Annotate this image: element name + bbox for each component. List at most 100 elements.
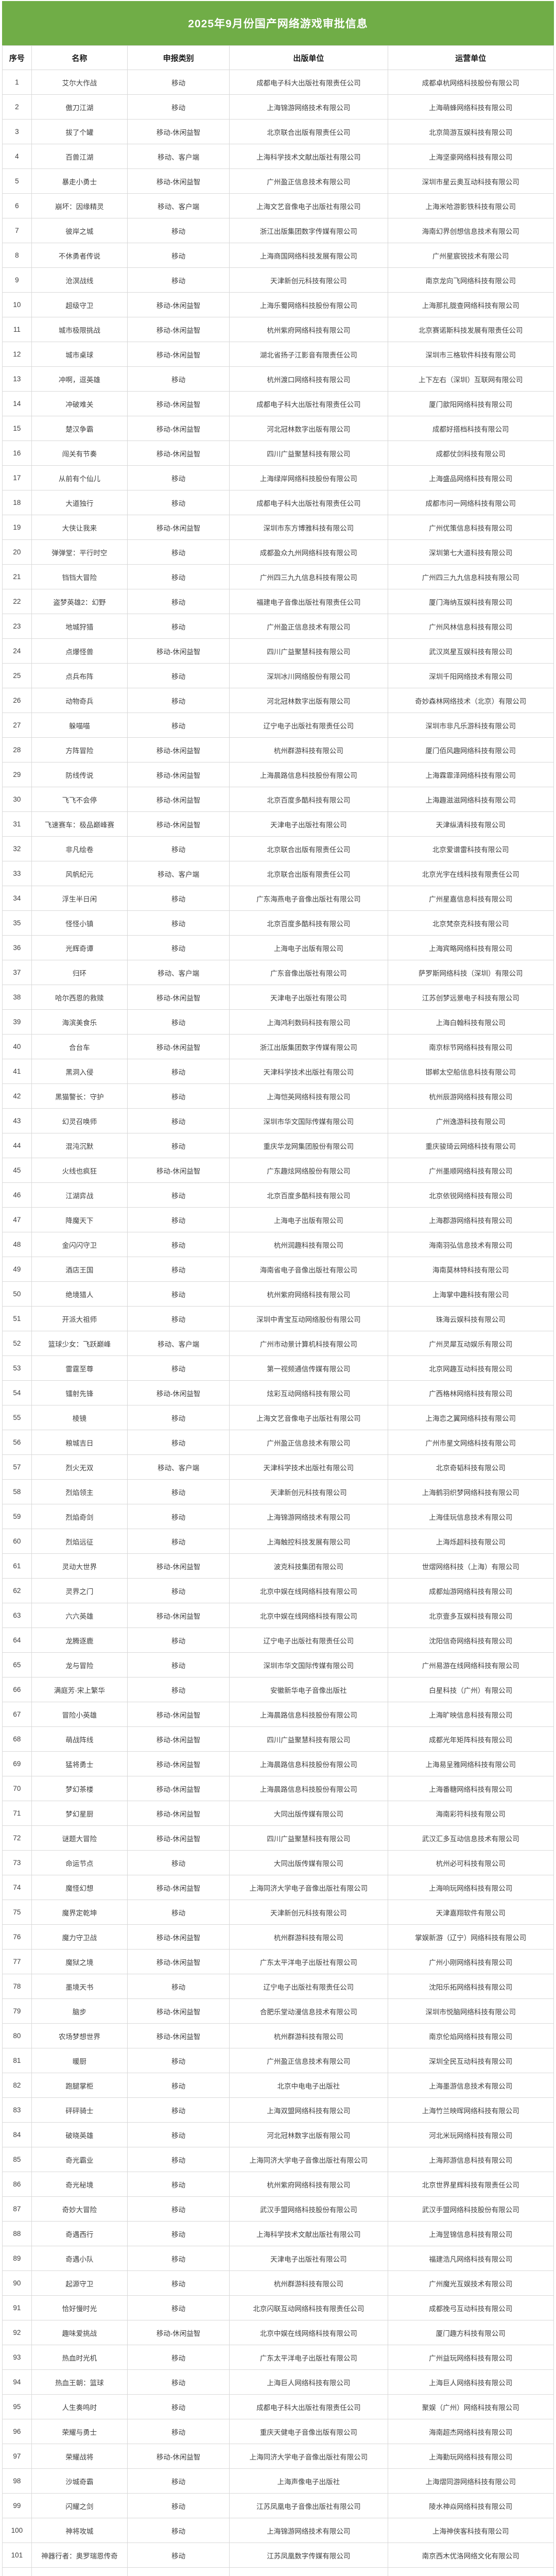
cell-index: 75 [2, 1900, 32, 1925]
table-row: 50 绝境猎人 移动 杭州紫府网络科技有限公司 上海掌中趣科技有限公司 [2, 1281, 554, 1307]
table-row: 78 墨境天书 移动 辽宁电子出版社有限责任公司 沈阳乐拓网络科技有限公司 [2, 1974, 554, 1999]
cell-publisher: 杭州紫府网络科技有限公司 [229, 2172, 388, 2197]
table-row: 23 地城狩猎 移动 广州盈正信息技术有限公司 广州风林信息科技有限公司 [2, 614, 554, 639]
cell-category: 移动 [127, 1281, 230, 1307]
cell-category: 移动-休闲益智 [127, 416, 230, 441]
table-row: 32 非凡绘卷 移动 北京联合出版有限责任公司 北京爱谱雷科技有限公司 [2, 836, 554, 861]
cell-publisher: 上海绿岸网络科技股份有限公司 [229, 465, 388, 490]
cell-operator: 珠海云娱科技有限公司 [387, 1306, 554, 1331]
cell-operator: 陵水神焱网络科技有限公司 [387, 2493, 554, 2518]
table-row: 17 从前有个仙儿 移动 上海绿岸网络科技股份有限公司 上海盛品网络科技有限公司 [2, 465, 554, 490]
cell-category: 移动-休闲益智 [127, 1034, 230, 1059]
cell-index: 92 [2, 2320, 32, 2345]
cell-category: 移动 [127, 70, 230, 95]
cell-publisher: 广东太平洋电子出版社有限公司 [229, 2345, 388, 2370]
cell-category: 移动 [127, 2419, 230, 2444]
cell-operator: 上海那扎胧查网络科技有限公司 [387, 292, 554, 317]
header-cell-3: 出版单位 [229, 45, 388, 70]
cell-index: 1 [2, 70, 32, 95]
cell-index: 57 [2, 1454, 32, 1480]
table-row: 98 沙城奇霸 移动 上海声像电子出版社 上海熠同游网络科技有限公司 [2, 2468, 554, 2494]
table-body: 1 艾尔大作战 移动 成都电子科大出版社有限责任公司 成都卓杭网络科技股份有限公司 2 傲刀… [2, 70, 554, 2576]
cell-publisher: 天津新创元科技有限公司 [229, 1900, 388, 1925]
cell-publisher: 上海双盟网络科技有限公司 [229, 2097, 388, 2123]
table-row: 95 人生奏鸣时 移动 成都电子科大出版社有限责任公司 聚娱（广州）网络科技有限公司 [2, 2394, 554, 2419]
cell-name: 命运节点 [31, 1850, 128, 1875]
cell-category: 移动 [127, 243, 230, 268]
cell-name: 奇遇小队 [31, 2246, 128, 2271]
cell-index: 51 [2, 1306, 32, 1331]
cell-index: 88 [2, 2221, 32, 2246]
cell-category: 移动 [127, 836, 230, 861]
cell-index: 30 [2, 787, 32, 812]
cell-operator: 萨罗斯网络科技（深圳）有限公司 [387, 960, 554, 985]
cell-name: 烈焰领主 [31, 1479, 128, 1504]
cell-index: 42 [2, 1083, 32, 1109]
cell-index: 27 [2, 713, 32, 738]
cell-name: 神器行者：奥罗瑞恩传奇 [31, 2543, 128, 2568]
cell-name: 合台车 [31, 1034, 128, 1059]
cell-name: 飞速赛车：极品巅峰赛 [31, 811, 128, 837]
table-row: 53 雷霆至尊 移动 第一视频通信传媒有限公司 北京网趣互动科技有限公司 [2, 1355, 554, 1381]
cell-publisher: 四川广益聚慧科技有限公司 [229, 1726, 388, 1752]
table-row: 69 猛将勇士 移动-休闲益智 上海晨路信息科技股份有限公司 上海易呈雅网络科技有限公司 [2, 1751, 554, 1776]
cell-operator: 福建浩凡网络科技有限公司 [387, 2246, 554, 2271]
cell-category: 移动 [127, 267, 230, 293]
cell-publisher: 天津电子出版社有限公司 [229, 2246, 388, 2271]
table-row: 67 冒险小英雄 移动-休闲益智 上海晨路信息科技股份有限公司 上海旷映信息科技有限公司 [2, 1702, 554, 1727]
cell-name: 降魔天下 [31, 1207, 128, 1232]
cell-operator: 重庆骏琦云网络科技有限公司 [387, 1133, 554, 1158]
table-row: 75 魔界定乾坤 移动 天津新创元科技有限公司 天津嘉翔软件有限公司 [2, 1900, 554, 1925]
cell-publisher: 广州盈正信息技术有限公司 [229, 1430, 388, 1455]
cell-operator: 北京简游互娱科技有限公司 [387, 119, 554, 144]
cell-publisher: 北京联合出版有限责任公司 [229, 861, 388, 886]
cell-publisher: 天津电子出版社有限公司 [229, 811, 388, 837]
cell-operator: 广州小刚网络科技有限公司 [387, 1949, 554, 1974]
cell-index: 64 [2, 1628, 32, 1653]
cell-operator: 邯郸太空船信息科技有限公司 [387, 1059, 554, 1084]
cell-category: 移动 [127, 1652, 230, 1677]
cell-name: 黑猫警长：守护 [31, 1083, 128, 1109]
table-row: 79 脑步 移动-休闲益智 合肥乐堂动漫信息技术有限公司 深圳市悦脑网络科技有限公司 [2, 1998, 554, 2024]
cell-category: 移动 [127, 1133, 230, 1158]
cell-category: 移动、客户端 [127, 1454, 230, 1480]
cell-name: 龙与冒险 [31, 1652, 128, 1677]
cell-category: 移动-休闲益智 [127, 168, 230, 194]
cell-publisher: 上海恺英网络科技有限公司 [229, 1083, 388, 1109]
cell-name: 暴走小勇士 [31, 168, 128, 194]
table-row: 7 彼岸之城 移动 浙江出版集团数字传媒有限公司 海南幻界创想信息技术有限公司 [2, 218, 554, 243]
cell-publisher: 炫彩互动网络科技有限公司 [229, 1380, 388, 1405]
cell-operator: 北京壹多互娱科技有限公司 [387, 1603, 554, 1628]
cell-operator: 南京伦焰网络科技有限公司 [387, 2023, 554, 2048]
cell-name: 大侠让我来 [31, 515, 128, 540]
table-row: 56 粮城吉日 移动 广州盈正信息技术有限公司 广州市星文网络科技有限公司 [2, 1430, 554, 1455]
cell-index: 38 [2, 985, 32, 1010]
cell-publisher: 江苏凤凰数字传媒有限公司 [229, 2543, 388, 2568]
table-header: 序号 名称 申报类别 出版单位 运营单位 [2, 45, 554, 70]
cell-operator: 北京奇韬科技有限公司 [387, 1454, 554, 1480]
cell-operator: 上海郡游网络科技有限公司 [387, 1207, 554, 1232]
table-row: 31 飞速赛车：极品巅峰赛 移动-休闲益智 天津电子出版社有限公司 天津纵清科技有限公司 [2, 811, 554, 837]
cell-publisher: 北京中娱在线网络科技有限公司 [229, 2320, 388, 2345]
cell-name: 动物奇兵 [31, 688, 128, 713]
cell-name: 沧溟战线 [31, 267, 128, 293]
cell-index: 82 [2, 2073, 32, 2098]
table-row: 59 烈焰奇剑 移动 上海锦游网络技术有限公司 上海佳玩信息技术有限公司 [2, 1504, 554, 1529]
cell-publisher: 上海声像电子出版社 [229, 2468, 388, 2494]
cell-index: 11 [2, 317, 32, 342]
cell-publisher: 广东趣炫网络股份有限公司 [229, 1158, 388, 1183]
cell-publisher: 天津科学技术出版社有限公司 [229, 1059, 388, 1084]
cell-index: 87 [2, 2196, 32, 2222]
cell-name: 防线传说 [31, 762, 128, 787]
cell-category: 移动-休闲益智 [127, 292, 230, 317]
cell-publisher: 北京百度多酷科技有限公司 [229, 910, 388, 936]
cell-category: 移动 [127, 2122, 230, 2147]
cell-name: 城市极限挑战 [31, 317, 128, 342]
cell-index: 63 [2, 1603, 32, 1628]
cell-category: 移动-休闲益智 [127, 638, 230, 664]
table-row: 82 跑腿掌柜 移动 北京中电电子出版社 上海墨游信息技术有限公司 [2, 2073, 554, 2098]
cell-name: 热血时光机 [31, 2345, 128, 2370]
cell-index: 41 [2, 1059, 32, 1084]
cell-index: 77 [2, 1949, 32, 1974]
cell-index: 80 [2, 2023, 32, 2048]
